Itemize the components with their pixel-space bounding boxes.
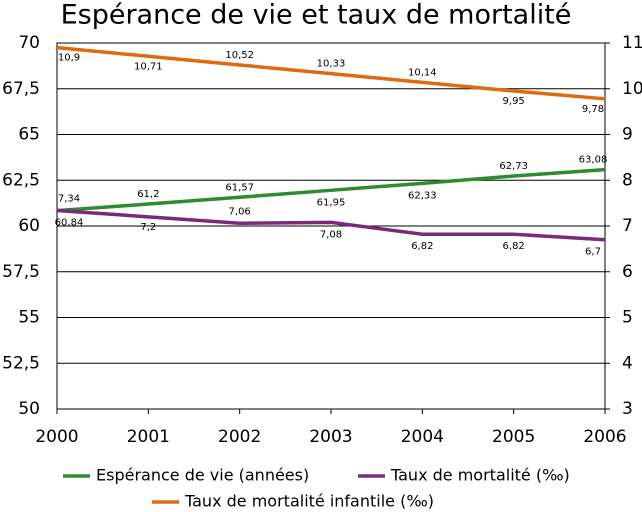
legend-label: Espérance de vie (années)	[96, 466, 309, 485]
series-line	[56, 208, 606, 242]
value-label: 61,57	[225, 182, 254, 193]
value-label: 6,7	[585, 247, 601, 258]
y2-tick-label: 9	[622, 125, 633, 145]
x-tick-label: 2000	[35, 427, 78, 447]
value-label: 7,08	[320, 229, 342, 240]
value-label: 10,71	[134, 61, 163, 72]
legend-label: Taux de mortalité infantile (‰)	[184, 492, 434, 511]
y-tick-label: 70	[18, 33, 40, 53]
x-tick-label: 2001	[127, 427, 170, 447]
value-label: 9,95	[503, 96, 525, 107]
x-tick-label: 2006	[583, 427, 626, 447]
series-line	[56, 45, 606, 101]
x-tick-label: 2003	[309, 427, 352, 447]
value-label: 7,2	[140, 222, 156, 233]
value-label: 10,14	[408, 67, 437, 78]
y-tick-label: 62,5	[2, 170, 40, 190]
y-tick-label: 57,5	[2, 262, 40, 282]
y-tick-label: 65	[18, 125, 40, 145]
y2-tick-label: 4	[622, 353, 633, 373]
value-label: 62,33	[408, 190, 437, 201]
y2-tick-label: 8	[622, 170, 633, 190]
value-label: 62,73	[499, 161, 528, 172]
value-label: 6,82	[503, 241, 525, 252]
chart-title: Espérance de vie et taux de mortalité	[61, 0, 572, 31]
x-tick-label: 2002	[218, 427, 261, 447]
value-label: 9,78	[582, 104, 604, 115]
value-label: 63,08	[579, 155, 608, 166]
y-tick-label: 67,5	[2, 79, 40, 99]
value-label: 10,52	[225, 50, 254, 61]
x-tick-label: 2005	[492, 427, 535, 447]
value-label: 6,82	[411, 241, 433, 252]
y2-tick-label: 11	[622, 33, 642, 53]
series-line	[56, 167, 606, 213]
legend-label: Taux de mortalité (‰)	[390, 466, 570, 485]
y2-tick-label: 5	[622, 308, 633, 328]
value-label: 10,9	[58, 53, 80, 64]
y2-tick-label: 10	[622, 79, 642, 99]
y-tick-label: 55	[18, 308, 40, 328]
y2-tick-label: 7	[622, 216, 633, 236]
value-label: 7,06	[229, 206, 251, 217]
value-label: 10,33	[317, 59, 346, 70]
y-tick-label: 60	[18, 216, 40, 236]
value-label: 61,2	[137, 189, 159, 200]
x-tick-label: 2004	[401, 427, 444, 447]
value-label: 61,95	[317, 197, 346, 208]
y2-tick-label: 6	[622, 262, 633, 282]
y2-tick-label: 3	[622, 399, 633, 419]
y-tick-label: 52,5	[2, 353, 40, 373]
value-label: 60,84	[55, 218, 84, 229]
value-label: 7,34	[58, 193, 80, 204]
y-tick-label: 50	[18, 399, 40, 419]
